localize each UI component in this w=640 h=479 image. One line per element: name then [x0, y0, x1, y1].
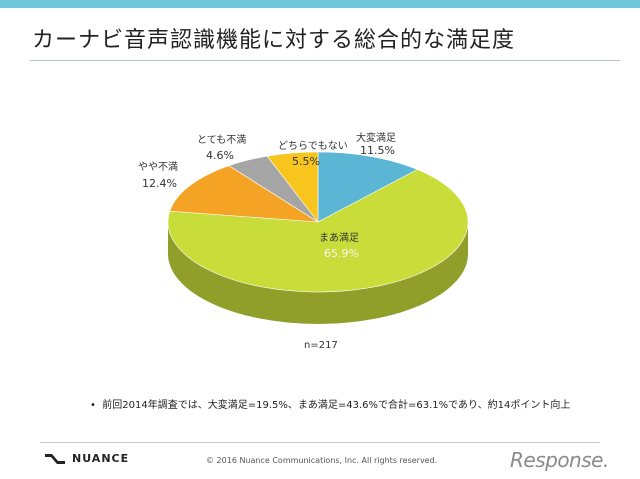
pie-slice-neutral: [266, 151, 319, 223]
sample-size: n=217: [304, 340, 338, 351]
copyright-text: © 2016 Nuance Communications, Inc. All r…: [206, 456, 438, 465]
brand-name: NUANCE: [72, 452, 130, 465]
slice-value-very-satisfied: 11.5%: [360, 144, 395, 157]
footnote-text: 前回2014年調査では、大変満足=19.5%、まあ満足=43.6%で合計=63.…: [102, 400, 571, 411]
slice-label-somewhat-dissatisfied: やや不満: [138, 162, 178, 173]
page-title: カーナビ音声認識機能に対する総合的な満足度: [32, 28, 516, 53]
nuance-mark-icon: [45, 453, 65, 464]
nuance-logo: NUANCE: [44, 452, 129, 465]
slice-label-somewhat-satisfied: まあ満足: [319, 233, 359, 244]
slice-value-very-dissatisfied: 4.6%: [206, 149, 234, 162]
pie-slice-somewhat-dissatisfied: [169, 165, 319, 223]
slice-value-somewhat-satisfied: 65.9%: [324, 247, 359, 260]
slice-label-neutral: どちらでもない: [278, 141, 348, 152]
pie-slice-somewhat-satisfied: [167, 169, 469, 293]
title-divider: [30, 60, 620, 61]
slice-value-somewhat-dissatisfied: 12.4%: [142, 177, 177, 190]
footer-divider: [40, 442, 600, 443]
pie-slice-very-satisfied: [317, 151, 418, 223]
slice-label-very-dissatisfied: とても不満: [197, 135, 247, 146]
response-watermark: Response.: [510, 448, 609, 472]
slice-value-neutral: 5.5%: [292, 155, 320, 168]
top-accent-bar: [0, 0, 640, 8]
slice-label-very-satisfied: 大変満足: [356, 133, 396, 144]
bullet-icon: •: [90, 400, 103, 411]
pie-side-somewhat-satisfied: [168, 222, 468, 324]
footnote: • 前回2014年調査では、大変満足=19.5%、まあ満足=43.6%で合計=6…: [90, 396, 570, 411]
